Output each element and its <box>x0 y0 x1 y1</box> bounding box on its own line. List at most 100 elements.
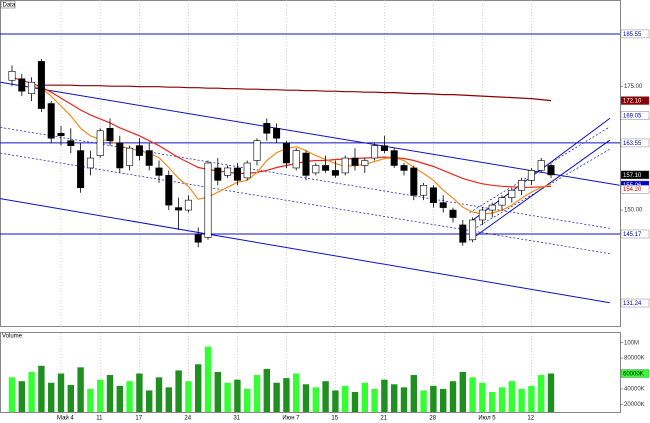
volume-bar <box>361 382 368 412</box>
chart-label: Data <box>3 2 16 8</box>
price-label-box <box>620 111 650 120</box>
candle-body <box>537 160 545 171</box>
price-label: 145.17 <box>623 232 642 238</box>
price-label-box <box>620 138 650 148</box>
x-tick-label: Июн 7 <box>282 416 300 422</box>
volume-bar <box>430 385 437 412</box>
volume-current-label: 60000K <box>623 371 644 377</box>
candle-body <box>233 167 241 181</box>
x-tick-label: 11 <box>96 416 103 422</box>
volume-bar <box>155 377 163 412</box>
volume-bar <box>165 387 172 412</box>
candle-body <box>400 165 408 171</box>
trendline <box>469 126 610 213</box>
volume-bar <box>498 387 506 412</box>
candle-body <box>410 167 418 196</box>
candle-body <box>57 132 65 137</box>
volume-bar <box>489 391 496 412</box>
candle-body <box>439 202 447 208</box>
candle-body <box>106 128 114 142</box>
volume-bar <box>518 388 525 412</box>
volume-bar <box>28 371 35 412</box>
volume-bar <box>67 385 74 412</box>
price-label: 157.10 <box>623 173 642 179</box>
price-label: 154.20 <box>623 187 642 193</box>
volume-bar <box>116 385 123 412</box>
price-label-box <box>620 298 650 308</box>
volume-plot <box>8 333 555 412</box>
volume-bar <box>204 346 212 412</box>
x-tick-label: 12 <box>527 416 534 422</box>
volume-bar <box>136 373 143 412</box>
candle-body <box>312 165 320 174</box>
volume-tick-label: 20000K <box>624 402 645 408</box>
candle-body <box>135 145 143 156</box>
volume-bar <box>410 375 417 412</box>
volume-bar <box>195 364 202 412</box>
price-label-box <box>620 29 650 39</box>
moving-average <box>41 84 552 102</box>
candle-body <box>429 187 437 203</box>
price-label: 131.24 <box>623 301 642 307</box>
trendline <box>0 198 610 304</box>
x-tick-label: Май 4 <box>57 415 74 422</box>
volume-bar <box>224 382 231 412</box>
candle-body <box>351 157 359 166</box>
volume-bar <box>302 384 310 412</box>
volume-panel <box>0 332 621 413</box>
x-tick-label: 21 <box>380 416 387 422</box>
volume-bar <box>440 388 447 412</box>
candle-body <box>47 103 55 139</box>
candle-body <box>18 78 26 92</box>
label-box <box>0 0 16 9</box>
volume-bar <box>185 381 192 412</box>
volume-bar <box>97 379 104 412</box>
volume-bar <box>38 365 45 412</box>
x-tick-label: 24 <box>184 416 191 422</box>
volume-bar <box>538 375 545 412</box>
candle-body <box>273 128 281 139</box>
candle-body <box>204 162 212 238</box>
price-plot <box>0 0 620 326</box>
candle-body <box>243 162 251 179</box>
x-tick-label: 17 <box>135 416 142 422</box>
x-tick-label: 31 <box>233 416 240 422</box>
candle-body <box>126 147 134 166</box>
candle-body <box>37 61 45 109</box>
volume-bar <box>106 375 114 412</box>
candle-body <box>322 165 330 171</box>
candle-body <box>8 71 16 81</box>
candle-body <box>341 157 349 174</box>
volume-bar <box>332 390 339 412</box>
volume-bar <box>244 388 251 412</box>
trendline <box>0 81 620 186</box>
price-label: 185.55 <box>623 32 642 38</box>
candle-body <box>547 165 555 176</box>
price-label: 163.55 <box>623 141 642 147</box>
volume-bar <box>263 368 270 412</box>
candle-body <box>28 81 36 94</box>
volume-bar <box>18 381 25 412</box>
candle-body <box>224 167 232 176</box>
candle-body <box>508 189 516 198</box>
candle-body <box>459 224 467 243</box>
volume-bar <box>420 390 427 412</box>
price-label: 169.05 <box>623 114 642 120</box>
candle-body <box>155 167 163 176</box>
candle-body <box>527 170 535 181</box>
candle-body <box>116 142 124 169</box>
candle-body <box>498 197 506 206</box>
volume-tick-label: 40000K <box>624 386 645 392</box>
volume-bar <box>146 390 153 412</box>
volume-tick-label: 100M <box>624 340 639 346</box>
volume-bar <box>48 382 55 412</box>
price-label-box <box>620 96 650 105</box>
volume-bar <box>126 381 133 412</box>
volume-bar <box>528 385 535 412</box>
trendline <box>469 148 610 232</box>
volume-bar <box>351 391 359 412</box>
volume-bar <box>322 381 329 412</box>
volume-bar <box>234 379 241 412</box>
